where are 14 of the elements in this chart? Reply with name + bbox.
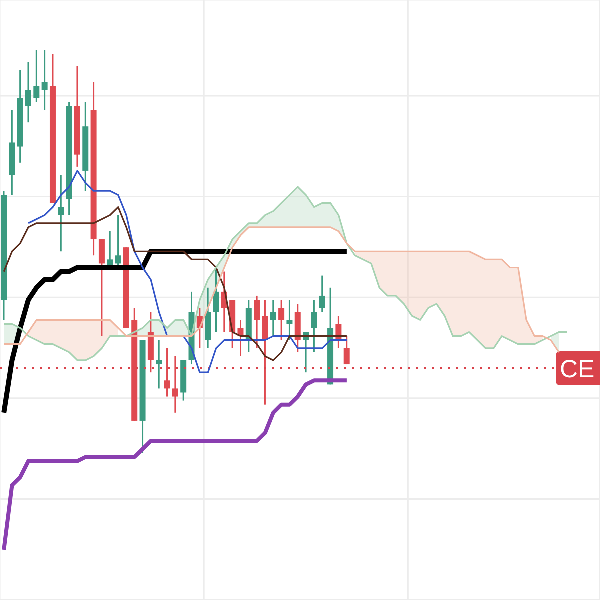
candlestick — [278, 299, 285, 342]
candlestick — [58, 174, 64, 252]
candlestick — [344, 336, 350, 366]
candlestick — [286, 299, 293, 342]
candlestick — [213, 266, 220, 334]
candlestick — [311, 299, 318, 354]
candlestick — [156, 340, 162, 390]
candlestick — [254, 295, 260, 350]
candlestick — [25, 61, 32, 124]
candlestick — [34, 49, 40, 104]
ref-line-label: CE — [560, 356, 595, 384]
candlestick — [42, 49, 48, 112]
candlestick — [270, 299, 276, 338]
candlestick — [319, 275, 326, 313]
